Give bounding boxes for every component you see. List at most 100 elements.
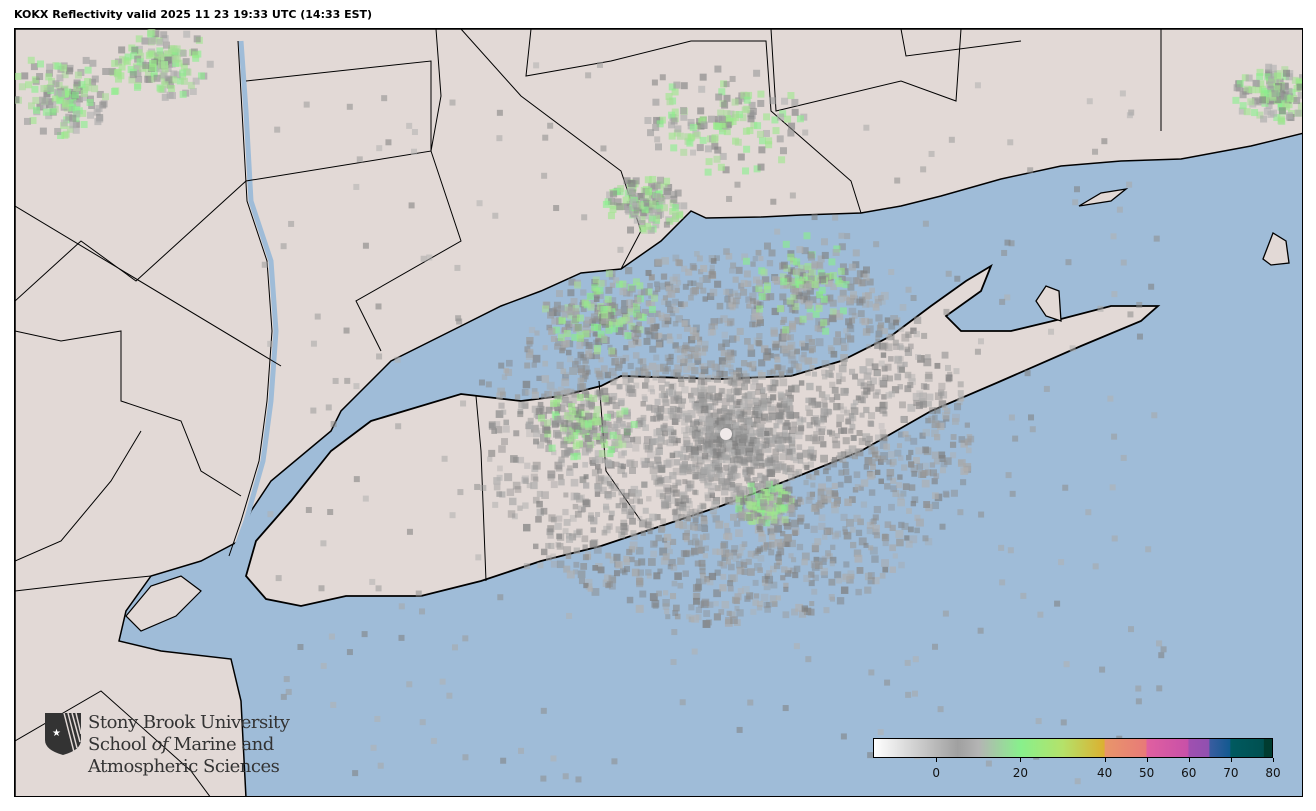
radar-pixel <box>888 356 894 362</box>
radar-pixel <box>690 547 698 555</box>
radar-pixel <box>682 443 689 451</box>
radar-pixel <box>587 400 595 408</box>
radar-pixel <box>573 422 581 430</box>
radar-pixel <box>1111 291 1118 298</box>
radar-pixel <box>182 58 190 66</box>
radar-pixel <box>793 643 800 650</box>
radar-pixel <box>805 335 813 342</box>
radar-pixel <box>813 431 819 437</box>
radar-pixel <box>607 446 615 454</box>
radar-pixel <box>821 251 829 259</box>
radar-pixel <box>640 368 649 377</box>
radar-pixel <box>716 408 723 414</box>
radar-pixel <box>1024 370 1031 377</box>
radar-pixel <box>1060 719 1067 726</box>
radar-pixel <box>872 514 879 521</box>
radar-pixel <box>877 729 884 736</box>
radar-pixel <box>666 98 674 106</box>
radar-pixel <box>664 487 672 495</box>
radar-pixel <box>585 444 593 452</box>
radar-pixel <box>1267 110 1275 118</box>
radar-pixel <box>763 242 771 250</box>
radar-pixel <box>804 464 810 471</box>
radar-pixel <box>653 214 661 222</box>
radar-pixel <box>43 90 51 98</box>
radar-pixel <box>779 378 788 387</box>
radar-pixel <box>828 372 834 379</box>
radar-pixel <box>746 403 754 410</box>
radar-pixel <box>591 588 600 596</box>
radar-pixel <box>752 444 760 452</box>
radar-pixel <box>905 691 912 698</box>
radar-pixel <box>757 424 765 432</box>
radar-pixel <box>999 298 1006 305</box>
radar-pixel <box>909 535 918 544</box>
radar-pixel <box>1110 233 1117 240</box>
radar-pixel <box>893 319 899 326</box>
radar-pixel <box>888 503 895 511</box>
radar-pixel <box>696 395 705 403</box>
radar-pixel <box>573 547 581 554</box>
radar-pixel <box>639 224 647 232</box>
radar-pixel <box>662 415 669 422</box>
radar-pixel <box>565 429 573 437</box>
radar-pixel <box>757 567 763 573</box>
radar-pixel <box>495 410 504 418</box>
radar-pixel <box>699 393 708 402</box>
shield-star-icon: ★ <box>45 712 82 755</box>
radar-pixel <box>908 449 914 455</box>
radar-pixel <box>765 141 773 149</box>
radar-pixel <box>501 374 508 380</box>
radar-pixel <box>876 324 883 331</box>
radar-pixel <box>550 560 558 568</box>
radar-pixel <box>524 362 531 369</box>
radar-pixel <box>841 574 850 583</box>
radar-pixel <box>1008 414 1015 421</box>
radar-pixel <box>582 554 589 561</box>
radar-pixel <box>878 478 884 485</box>
radar-pixel <box>696 419 703 425</box>
radar-pixel <box>615 561 623 569</box>
radar-pixel <box>740 360 748 367</box>
radar-pixel <box>455 315 462 322</box>
radar-pixel <box>751 322 758 328</box>
radar-pixel <box>805 300 813 308</box>
radar-pixel <box>1012 435 1019 442</box>
radar-pixel <box>614 461 620 467</box>
radar-pixel <box>872 392 880 399</box>
radar-pixel <box>843 328 849 334</box>
radar-pixel <box>799 315 807 323</box>
radar-pixel <box>1136 301 1143 308</box>
radar-pixel <box>629 556 635 563</box>
radar-pixel <box>706 578 714 586</box>
radar-pixel <box>346 649 353 656</box>
radar-pixel <box>622 435 630 443</box>
radar-map[interactable] <box>14 28 1303 797</box>
radar-pixel <box>790 360 798 368</box>
radar-pixel <box>734 485 741 492</box>
radar-pixel <box>634 297 642 305</box>
radar-pixel <box>906 454 912 461</box>
radar-pixel <box>556 560 565 569</box>
radar-pixel <box>844 233 851 240</box>
radar-pixel <box>559 316 567 324</box>
radar-pixel <box>784 570 792 577</box>
radar-pixel <box>672 467 681 476</box>
radar-pixel <box>532 461 541 470</box>
radar-pixel <box>760 593 769 602</box>
radar-pixel <box>144 70 152 78</box>
radar-pixel <box>770 581 778 589</box>
radar-pixel <box>726 409 733 416</box>
radar-pixel <box>86 98 94 106</box>
radar-pixel <box>314 313 321 320</box>
radar-pixel <box>616 410 624 418</box>
radar-pixel <box>722 409 730 417</box>
radar-pixel <box>96 90 104 98</box>
radar-pixel <box>557 386 565 394</box>
radar-pixel <box>725 252 733 260</box>
radar-pixel <box>778 395 784 401</box>
radar-pixel <box>723 128 731 136</box>
radar-pixel <box>1281 66 1289 74</box>
radar-pixel <box>848 263 856 271</box>
radar-pixel <box>161 65 169 73</box>
